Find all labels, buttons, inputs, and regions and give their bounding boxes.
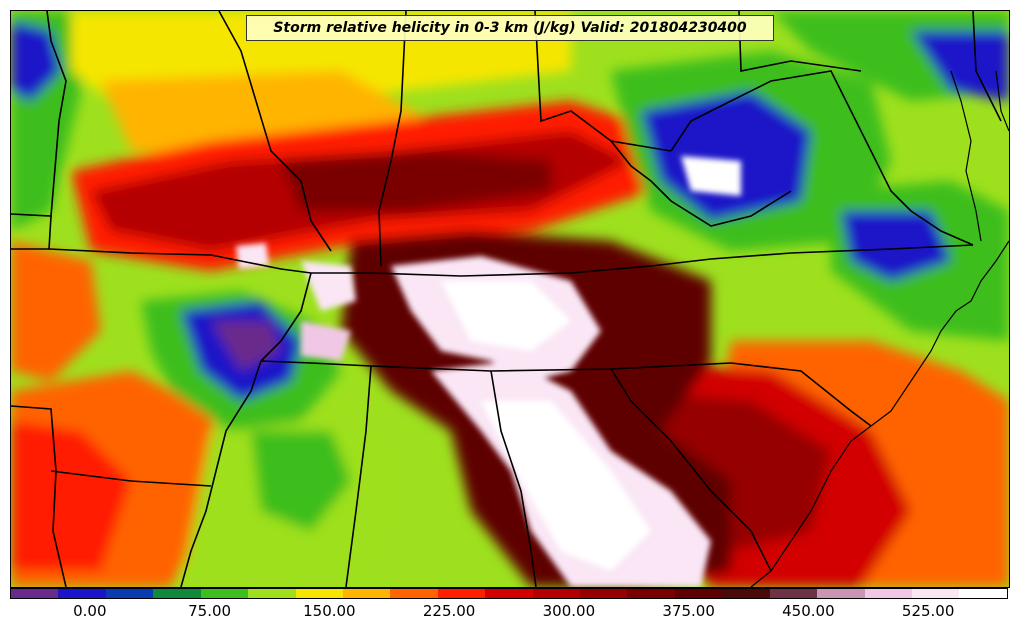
colorbar-tick-label: 225.00 <box>422 602 476 620</box>
colorbar-segment <box>437 589 486 598</box>
colorbar-segment <box>153 589 201 598</box>
colorbar <box>10 588 1008 599</box>
colorbar-tick-label: 300.00 <box>542 602 596 620</box>
colorbar-segment <box>295 589 343 598</box>
coastline <box>750 70 1009 587</box>
colorbar-segment <box>200 589 249 598</box>
colorbar-tick-label: 525.00 <box>901 602 955 620</box>
colorbar-segment <box>58 589 106 598</box>
map-canvas <box>11 11 1009 587</box>
colorbar-segment <box>674 589 723 598</box>
colorbar-segment <box>959 589 1007 598</box>
colorbar-segment <box>532 589 581 598</box>
state-borders <box>11 11 1002 587</box>
colorbar-segment <box>485 589 533 598</box>
colorbar-segment <box>817 589 865 598</box>
colorbar-tick-label: 75.00 <box>188 602 232 620</box>
colorbar-segment <box>11 589 59 598</box>
colorbar-segment <box>390 589 438 598</box>
colorbar-segment <box>342 589 391 598</box>
colorbar-segment <box>912 589 960 598</box>
colorbar-tick-label: 150.00 <box>303 602 356 620</box>
map-title: Storm relative helicity in 0-3 km (J/kg)… <box>246 15 774 41</box>
colorbar-tick-label: 450.00 <box>782 602 835 620</box>
colorbar-segment <box>105 589 154 598</box>
helicity-map <box>10 10 1010 588</box>
colorbar-tick-label: 0.00 <box>73 602 107 620</box>
helicity-core <box>236 156 741 587</box>
colorbar-segment <box>580 589 628 598</box>
colorbar-segment <box>722 589 770 598</box>
colorbar-segment <box>864 589 913 598</box>
colorbar-labels: 0.00 75.00 150.00 225.00 300.00 375.00 450.00 5… <box>10 602 1008 626</box>
colorbar-segment <box>248 589 296 598</box>
colorbar-segment <box>769 589 818 598</box>
colorbar-tick-label: 375.00 <box>662 602 715 620</box>
colorbar-segment <box>627 589 675 598</box>
